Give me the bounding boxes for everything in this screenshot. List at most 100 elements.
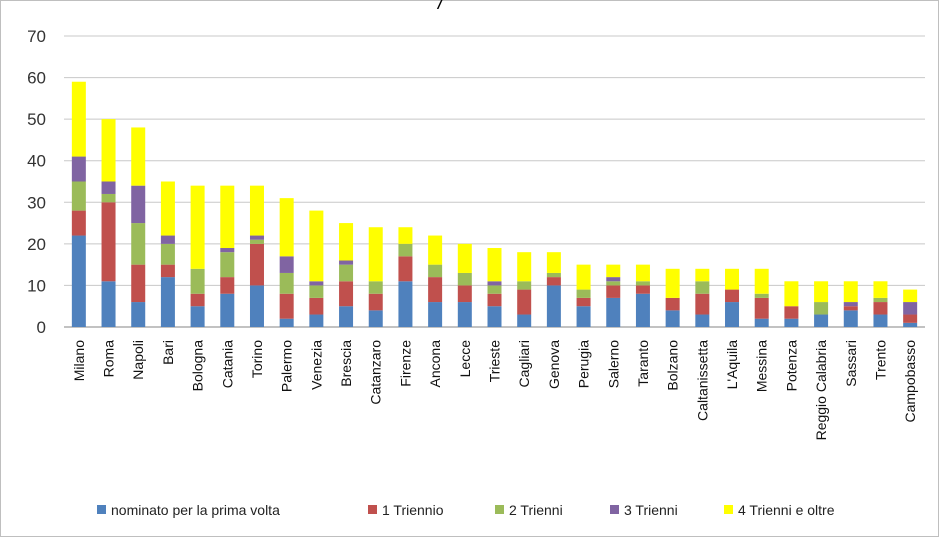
bar-segment [220, 252, 235, 278]
bar-segment [695, 281, 710, 294]
x-tick-label: Taranto [635, 340, 651, 387]
x-tick-label: Salerno [605, 340, 621, 388]
bar-segment [279, 256, 294, 273]
bar-segment [814, 281, 829, 303]
bar-segment [428, 235, 443, 265]
bar-segment [220, 248, 235, 253]
bar-segment [131, 264, 146, 303]
bar-segment [784, 318, 799, 327]
bar-segment [101, 119, 116, 182]
legend-label: nominato per la prima volta [111, 502, 280, 518]
bar-segment [903, 302, 918, 315]
legend-label: 4 Trienni e oltre [738, 502, 835, 518]
bar-segment [784, 306, 799, 319]
bar-segment [665, 310, 680, 327]
x-axis-labels: Milano Roma Napoli Bari Bologna Catania Torino… [71, 340, 918, 441]
bar-segment [754, 293, 769, 298]
bar-segment [843, 302, 858, 307]
bar-segment [309, 297, 324, 315]
bar-segment [546, 285, 561, 327]
x-tick-label: Campobasso [902, 340, 918, 423]
bar-segment [754, 297, 769, 319]
x-tick-label: Catania [219, 340, 235, 388]
bar-segment [576, 297, 591, 307]
bar-segment [309, 285, 324, 298]
bar-segment [71, 156, 86, 182]
bar-segment [428, 264, 443, 278]
x-tick-label: Sassari [843, 340, 859, 387]
bar-segment [725, 302, 740, 327]
legend-swatch [368, 505, 377, 514]
bar-segment [873, 297, 888, 303]
bar-segment [903, 322, 918, 327]
bar-segment [487, 281, 502, 286]
bar-segment [398, 256, 413, 282]
bar-segment [546, 272, 561, 278]
bar-segment [368, 293, 383, 311]
x-tick-label: Ancona [427, 340, 443, 388]
bar-segment [903, 314, 918, 323]
bar-segment [517, 252, 532, 282]
bar-segment [487, 306, 502, 327]
legend-swatch [724, 505, 733, 514]
y-tick-label: 60 [27, 69, 46, 88]
bar-segment [398, 227, 413, 244]
y-tick-label: 0 [37, 318, 46, 337]
bar-segment [665, 268, 680, 298]
bar-segment [249, 235, 264, 240]
bar-segment [190, 268, 205, 294]
bar-segment [309, 314, 324, 327]
bar-segment [814, 302, 829, 315]
bar-segment [160, 235, 175, 244]
bar-segment [131, 127, 146, 186]
bar-segment [160, 243, 175, 265]
y-tick-label: 10 [27, 276, 46, 295]
bar-segment [71, 235, 86, 327]
x-tick-label: Firenze [397, 340, 413, 387]
bar-segment [576, 306, 591, 327]
bar-segment [635, 281, 650, 286]
bar-segment [546, 252, 561, 273]
bar-segment [517, 314, 532, 327]
bar-segment [71, 81, 86, 157]
bar-segment [754, 268, 769, 294]
bar-segment [368, 310, 383, 327]
bar-segment [843, 310, 858, 327]
bar-segment [279, 198, 294, 257]
bar-segment [873, 281, 888, 298]
legend-label: 1 Triennio [382, 502, 444, 518]
legend-swatch [610, 505, 619, 514]
x-tick-label: Bologna [190, 340, 206, 392]
x-tick-label: Roma [101, 340, 117, 378]
bar-segment [754, 318, 769, 327]
bar-segment [517, 289, 532, 315]
bar-segment [101, 202, 116, 282]
bar-segment [368, 227, 383, 282]
bar-segment [339, 306, 354, 327]
bar-segment [576, 289, 591, 298]
bar-segment [606, 281, 621, 286]
bar-segment [635, 264, 650, 282]
bar-segment [457, 243, 472, 273]
bar-segment [487, 293, 502, 307]
x-tick-label: Reggio Calabria [813, 340, 829, 441]
y-tick-label: 30 [27, 193, 46, 212]
bar-segment [131, 302, 146, 327]
bar-segment [368, 281, 383, 294]
y-tick-label: 50 [27, 110, 46, 129]
legend-label: 3 Trienni [624, 502, 678, 518]
x-tick-label: Caltanissetta [694, 340, 710, 421]
bar-segment [190, 293, 205, 307]
bar-segment [457, 285, 472, 303]
bar-segment [279, 272, 294, 294]
bar-segment [71, 181, 86, 211]
bar-segment [606, 264, 621, 278]
bar-segment [249, 239, 264, 244]
bar-segment [695, 268, 710, 282]
bar-segment [71, 210, 86, 236]
bar-segment [131, 185, 146, 224]
x-tick-label: Trieste [487, 340, 503, 382]
bar-segment [428, 302, 443, 327]
bar-segment [457, 272, 472, 286]
bar-segment [309, 210, 324, 282]
